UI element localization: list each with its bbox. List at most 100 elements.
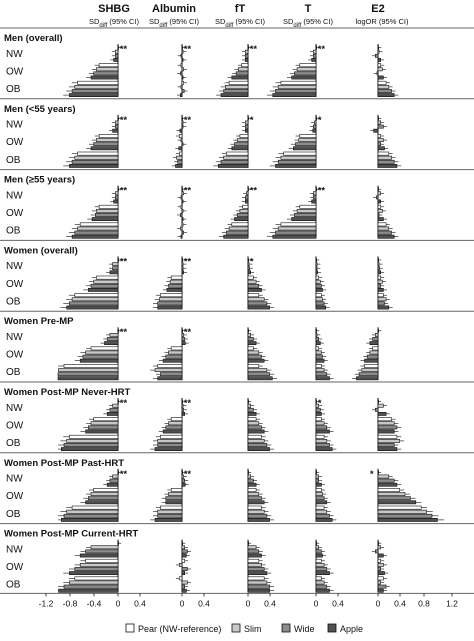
bar-t-nw-1	[315, 545, 319, 550]
bar-ft-ow-1	[247, 562, 262, 567]
bar-t-ow-1	[296, 67, 317, 72]
bar-shbg-ow-3	[85, 500, 119, 505]
bar-shbg-ow-0	[98, 134, 119, 138]
bar-albumin-ow-0	[180, 63, 183, 68]
bar-e2-nw-3	[377, 411, 387, 416]
bar-ft-ow-0	[247, 417, 257, 422]
bar-t-nw-3	[315, 411, 322, 416]
bar-t-ob-0	[280, 80, 317, 85]
bar-t-nw-3	[311, 57, 317, 62]
bar-shbg-ob-0	[77, 151, 119, 156]
bar-albumin-ow-3	[166, 287, 183, 292]
bar-albumin-ow-1	[168, 492, 183, 497]
bar-e2-ob-3	[377, 93, 395, 98]
bar-t-nw-1	[315, 474, 319, 479]
bar-shbg-ob-0	[63, 364, 119, 368]
bar-t-nw-3	[311, 199, 317, 204]
bar-albumin-nw-1	[181, 120, 184, 125]
bar-albumin-ob-0	[179, 151, 183, 156]
bar-t-nw-1	[312, 49, 317, 54]
bar-shbg-ow-1	[90, 492, 119, 497]
bar-e2-ow-2	[377, 567, 381, 571]
bar-ft-ob-0	[231, 222, 249, 227]
bar-albumin-nw-1	[181, 191, 184, 196]
bar-t-ow-1	[315, 421, 325, 426]
bar-e2-ow-0	[377, 558, 381, 563]
bar-t-ob-3	[315, 305, 327, 310]
bar-e2-ob-0	[377, 222, 387, 227]
bar-albumin-ow-1	[180, 138, 183, 143]
bar-shbg-nw-1	[90, 545, 119, 550]
bar-shbg-ob-2	[71, 89, 119, 93]
bar-e2-ob-2	[377, 443, 395, 447]
bar-e2-ow-0	[372, 346, 379, 351]
bar-albumin-ob-0	[179, 576, 183, 581]
bar-e2-ob-0	[377, 293, 384, 298]
x-tick-label: 0	[376, 598, 381, 608]
bar-t-nw-2	[312, 53, 317, 58]
bar-t-ow-0	[315, 346, 319, 351]
bar-ft-ob-2	[226, 230, 249, 235]
column-title-albumin: Albumin	[152, 3, 196, 15]
bar-ft-ob-1	[223, 155, 249, 160]
bar-t-ob-0	[315, 434, 325, 439]
bar-albumin-nw-2	[181, 337, 185, 341]
bar-shbg-ob-2	[71, 159, 119, 164]
bar-t-ow-0	[315, 275, 319, 280]
category-label-nw: NW	[6, 261, 23, 272]
bar-ft-ob-3	[247, 376, 273, 381]
bar-e2-ob-3	[377, 164, 398, 168]
bar-t-ob-0	[315, 505, 325, 510]
bar-ft-ob-2	[247, 301, 268, 306]
bar-shbg-nw-2	[109, 478, 119, 483]
bar-e2-nw-1	[377, 474, 390, 479]
legend-swatch-2	[281, 623, 291, 633]
bar-shbg-ow-1	[93, 279, 119, 284]
x-tick-label: 0.4	[332, 598, 344, 608]
bar-e2-ob-1	[377, 297, 387, 302]
category-label-ob: OB	[6, 580, 21, 591]
bar-ft-ow-0	[247, 488, 257, 492]
category-label-ow: OW	[6, 66, 24, 77]
bar-shbg-ob-3	[57, 376, 119, 381]
bar-shbg-ob-1	[74, 85, 119, 89]
bar-e2-nw-2	[374, 407, 379, 412]
bar-albumin-ob-2	[181, 89, 185, 93]
bar-ft-ow-3	[234, 217, 249, 222]
bar-shbg-ob-0	[79, 222, 119, 227]
column-subtitle-shbg: SDdiff (95% CI)	[89, 17, 140, 29]
bar-e2-ow-1	[377, 209, 383, 213]
category-label-ob: OB	[6, 296, 21, 307]
bar-ft-ow-1	[239, 209, 249, 213]
bar-t-ow-3	[293, 146, 317, 151]
bar-e2-ow-3	[377, 571, 385, 576]
bar-shbg-ow-2	[90, 283, 119, 288]
bar-albumin-nw-3	[181, 199, 184, 204]
bar-t-nw-1	[315, 403, 319, 408]
bar-albumin-ob-0	[157, 364, 183, 368]
bar-ft-ow-0	[247, 346, 254, 351]
x-tick-label: 0.4	[134, 598, 146, 608]
panel-title: Women Pre-MP	[4, 316, 74, 327]
significance-marker: *	[370, 469, 374, 479]
category-label-nw: NW	[6, 190, 23, 201]
significance-marker: **	[120, 327, 128, 337]
bar-t-nw-3	[315, 341, 321, 346]
bar-shbg-ob-3	[71, 234, 119, 239]
bar-t-nw-1	[315, 262, 318, 267]
bar-e2-ob-2	[377, 159, 395, 164]
bar-shbg-nw-2	[115, 195, 119, 200]
bar-e2-ow-1	[377, 279, 383, 284]
panel-title: Women Post-MP Never-HRT	[4, 387, 131, 398]
category-label-ow: OW	[6, 208, 24, 219]
x-tick-label: -0.8	[63, 598, 78, 608]
bar-shbg-ob-2	[63, 443, 119, 447]
bar-albumin-ow-2	[165, 496, 183, 501]
bar-ft-ob-1	[247, 368, 268, 373]
category-label-nw: NW	[6, 474, 23, 485]
column-subtitle-albumin: SDdiff (95% CI)	[149, 17, 200, 29]
bar-t-ob-2	[275, 89, 317, 93]
bar-t-ow-2	[315, 496, 325, 501]
bar-albumin-ob-0	[160, 434, 183, 439]
